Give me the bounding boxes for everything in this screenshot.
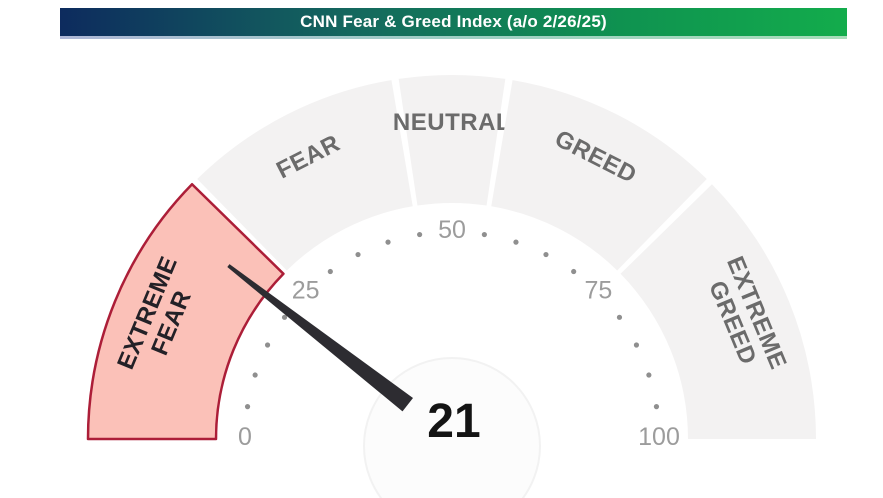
gauge-center-circle xyxy=(363,357,541,498)
tick-dot-80 xyxy=(616,314,623,320)
tick-dot-95 xyxy=(653,404,660,410)
gauge-segment-neutral xyxy=(398,75,506,206)
gauge-segment-fear xyxy=(197,80,413,271)
gauge-segment-greed xyxy=(491,80,707,271)
gauge-segment-extreme-greed xyxy=(620,184,816,439)
title-bar-underline xyxy=(60,36,847,39)
tick-label-75: 75 xyxy=(584,277,612,305)
tick-dot-60 xyxy=(513,239,519,245)
tick-dot-45 xyxy=(417,231,423,238)
title-bar: CNN Fear & Greed Index (a/o 2/26/25) xyxy=(60,8,847,36)
tick-label-100: 100 xyxy=(638,423,680,451)
tick-dot-20 xyxy=(281,314,288,320)
gauge-needle xyxy=(227,264,413,412)
gauge-segment-extreme-fear xyxy=(86,182,285,441)
gauge-ticks-layer: 0 25 50 75 100 xyxy=(238,216,680,451)
tick-dot-85 xyxy=(633,342,640,348)
gauge-segment-label-neutral: NEUTRAL xyxy=(393,109,511,136)
tick-label-50: 50 xyxy=(438,216,466,244)
tick-dot-10 xyxy=(252,372,258,378)
tick-label-25: 25 xyxy=(292,277,320,305)
tick-dot-90 xyxy=(646,372,652,378)
tick-dot-30 xyxy=(327,268,333,275)
chart-title: CNN Fear & Greed Index (a/o 2/26/25) xyxy=(300,12,607,31)
tick-dot-15 xyxy=(264,342,271,348)
tick-label-0: 0 xyxy=(238,423,252,451)
title-bar-background xyxy=(60,8,847,36)
tick-dot-40 xyxy=(385,239,391,245)
tick-dot-5 xyxy=(244,404,251,410)
tick-dot-65 xyxy=(543,251,549,258)
tick-dot-35 xyxy=(355,251,361,258)
tick-dot-70 xyxy=(571,268,577,275)
gauge-value: 21 xyxy=(427,395,480,448)
tick-dot-55 xyxy=(481,231,487,238)
